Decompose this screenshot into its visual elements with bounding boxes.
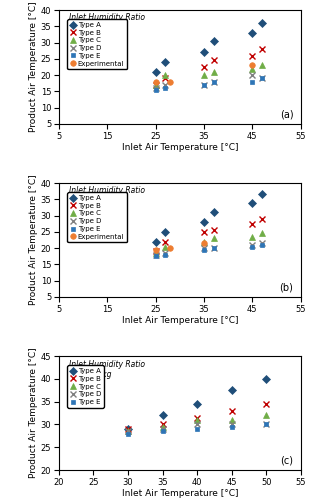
X-axis label: Inlet Air Temperature [°C]: Inlet Air Temperature [°C]: [122, 490, 238, 498]
Y-axis label: Product Air Temperature [°C]: Product Air Temperature [°C]: [29, 174, 38, 306]
Y-axis label: Product Air Temperature [°C]: Product Air Temperature [°C]: [29, 2, 38, 132]
Text: (a): (a): [280, 110, 294, 120]
X-axis label: Inlet Air Temperature [°C]: Inlet Air Temperature [°C]: [122, 316, 238, 326]
Legend: Type A, Type B, Type C, Type D, Type E, Experimental: Type A, Type B, Type C, Type D, Type E, …: [67, 192, 127, 242]
Text: (b): (b): [280, 282, 294, 292]
Text: Inlet Humidity Ratio
=8.6 g/kg: Inlet Humidity Ratio =8.6 g/kg: [69, 14, 144, 33]
X-axis label: Inlet Air Temperature [°C]: Inlet Air Temperature [°C]: [122, 144, 238, 152]
Legend: Type A, Type B, Type C, Type D, Type E: Type A, Type B, Type C, Type D, Type E: [67, 366, 104, 408]
Text: Inlet Humidity Ratio
=10.9 g/kg: Inlet Humidity Ratio =10.9 g/kg: [69, 186, 144, 206]
Y-axis label: Product Air Temperature [°C]: Product Air Temperature [°C]: [29, 348, 38, 478]
Text: Inlet Humidity Ratio
=24.1 g/kg: Inlet Humidity Ratio =24.1 g/kg: [69, 360, 144, 379]
Text: (c): (c): [281, 456, 294, 466]
Legend: Type A, Type B, Type C, Type D, Type E, Experimental: Type A, Type B, Type C, Type D, Type E, …: [67, 19, 127, 70]
